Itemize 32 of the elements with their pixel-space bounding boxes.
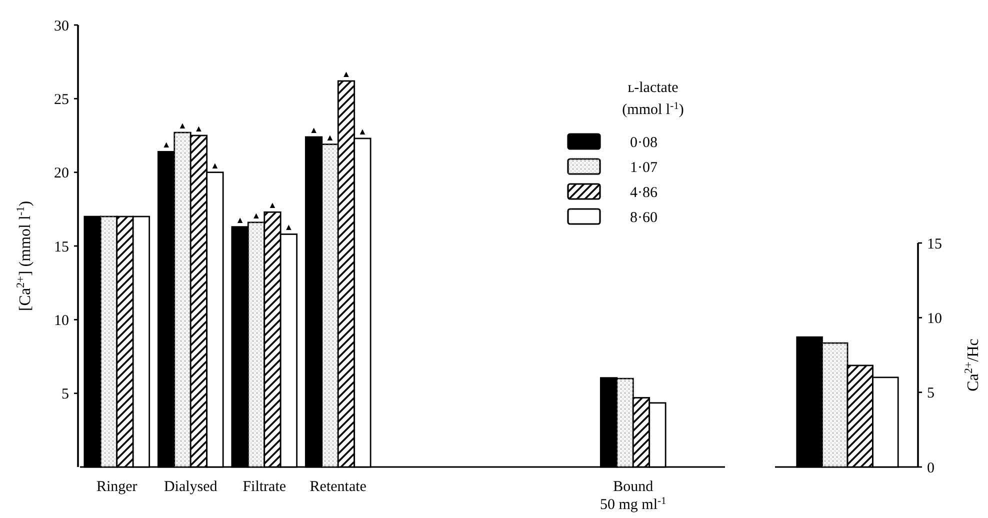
data-label: ▲ xyxy=(268,200,277,210)
legend-label: 1·07 xyxy=(630,160,658,176)
legend-label: 8·60 xyxy=(630,210,658,226)
x-tick-label: Retentate xyxy=(310,479,367,495)
x-tick-label: Filtrate xyxy=(242,479,286,495)
data-label: ▲ xyxy=(309,124,318,135)
legend-label: 4·86 xyxy=(630,185,658,201)
legend-label: 0·08 xyxy=(630,135,658,151)
data-label: ▲ xyxy=(162,140,171,150)
x-tick-label: Bound 50 mg ml$^{-1}$ xyxy=(600,479,666,513)
data-label: ▲ xyxy=(358,126,367,136)
y-tick-label: 10 xyxy=(54,312,69,329)
data-label: ▲ xyxy=(178,120,187,131)
y-tick-label: 20 xyxy=(54,166,69,182)
y-tick-label: 5 xyxy=(62,386,69,403)
y-tick-label: 25 xyxy=(54,92,69,108)
y-tick-label: 30 xyxy=(54,18,69,34)
y-tick-label: 15 xyxy=(54,239,69,256)
data-label: ▲ xyxy=(194,124,204,134)
data-label: ▲ xyxy=(210,160,220,170)
legend-title: ʟ-lactate (mmol l$^{-1}$) xyxy=(622,80,684,118)
x-tick-label: Dialysed xyxy=(164,479,218,495)
data-label: ▲ xyxy=(236,214,244,225)
data-label: ▲ xyxy=(342,68,351,79)
y-tick-label: 5 xyxy=(927,386,934,402)
y-tick-label: 10 xyxy=(927,310,942,327)
y-tick-label: 0 xyxy=(927,460,934,476)
data-label: ▲ xyxy=(252,210,261,220)
x-tick-label: Ringer xyxy=(96,479,138,495)
y-tick-label: 15 xyxy=(927,236,942,252)
data-label: ▲ xyxy=(326,132,334,142)
data-label: ▲ xyxy=(284,222,294,232)
